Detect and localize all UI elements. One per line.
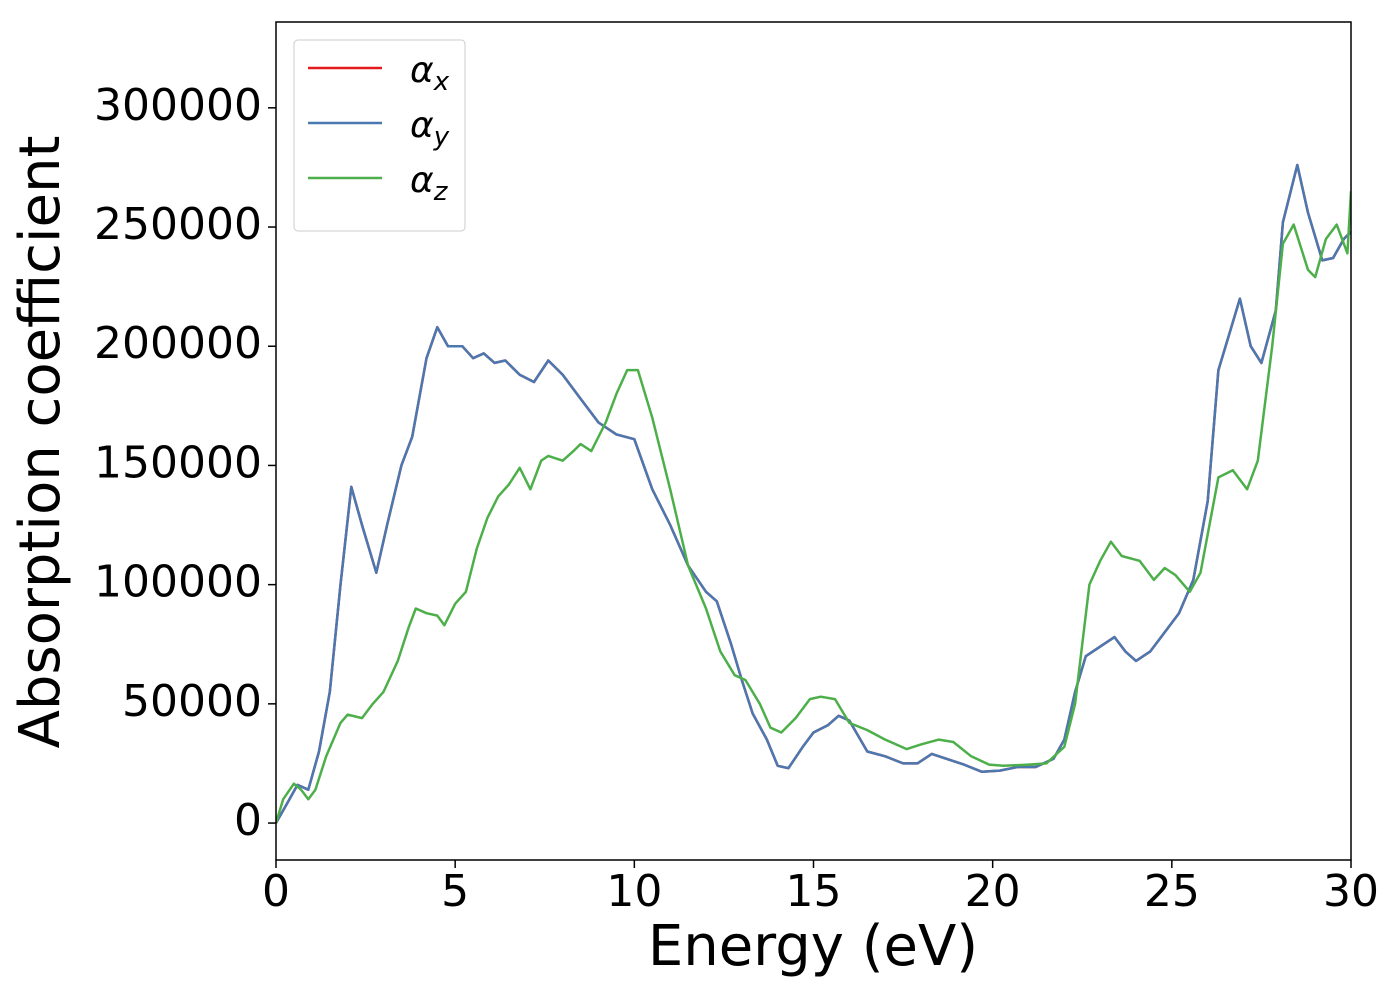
- y-tick-label: 250000: [94, 199, 262, 250]
- x-tick-label: 25: [1144, 866, 1200, 917]
- x-tick-label: 0: [262, 866, 290, 917]
- x-tick-label: 15: [786, 866, 842, 917]
- y-tick-label: 300000: [94, 80, 262, 131]
- x-tick-label: 10: [606, 866, 662, 917]
- x-tick-label: 5: [441, 866, 469, 917]
- y-tick-label: 200000: [94, 318, 262, 369]
- x-tick-label: 20: [965, 866, 1021, 917]
- y-tick-label: 100000: [94, 557, 262, 608]
- data-line: [276, 163, 1351, 824]
- x-axis-label: Energy (eV): [648, 914, 978, 979]
- y-tick-label: 50000: [122, 676, 262, 727]
- y-tick-label: 150000: [94, 437, 262, 488]
- legend-box: [293, 39, 466, 232]
- plot-frame: [275, 21, 1352, 861]
- legend-label: αy: [410, 105, 450, 152]
- legend-label: αx: [410, 50, 450, 97]
- y-axis-label: Absorption coefficient: [8, 136, 73, 749]
- data-line: [276, 163, 1351, 824]
- data-line: [276, 191, 1351, 824]
- legend-label: αz: [410, 160, 449, 207]
- x-tick-label: 30: [1323, 866, 1379, 917]
- y-tick-label: 0: [234, 795, 262, 846]
